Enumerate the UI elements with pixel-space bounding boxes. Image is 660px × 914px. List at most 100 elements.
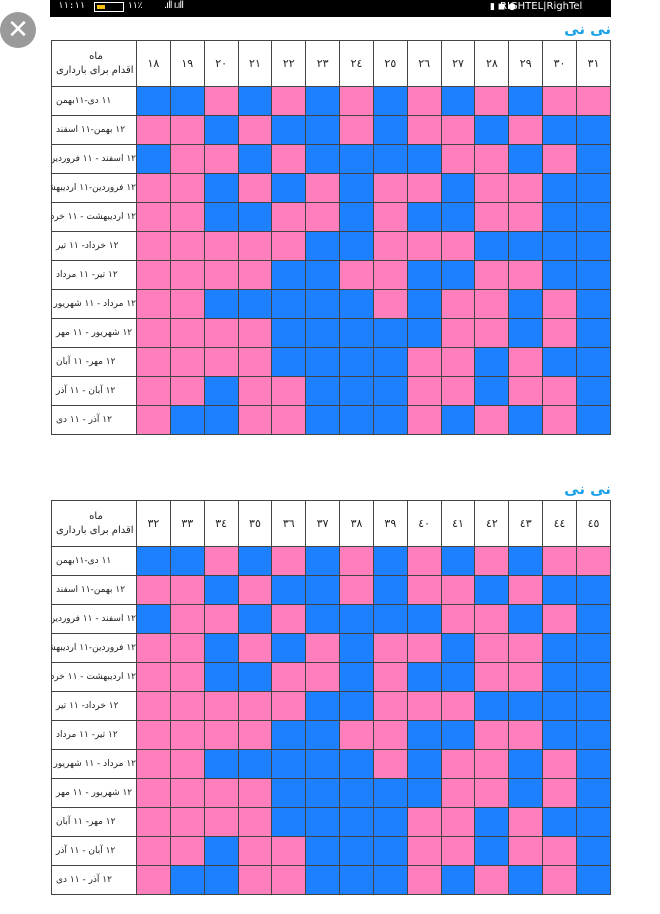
- boy-cell: [575, 575, 612, 605]
- boy-cell: [203, 836, 239, 866]
- boy-cell: [339, 289, 374, 319]
- table-row: ۱۲ بهمن-۱۱ اسفند: [51, 115, 612, 145]
- age-header: ۱۸: [136, 40, 171, 87]
- table-row: ۱۲ آذر - ۱۱ دی: [51, 865, 612, 895]
- notification-icons: ▮ ◼ ●: [490, 2, 516, 12]
- age-header: ۲٥: [372, 40, 408, 87]
- girl-cell: [169, 662, 205, 692]
- table-row: ۱۲ فروردین-۱۱ اردیبهشت: [51, 633, 612, 663]
- age-header: ۲۷: [440, 40, 476, 87]
- boy-cell: [372, 376, 408, 406]
- header-row: ماه اقدام برای بارداری ۳۲ ۳۳ ۳٤ ۳٥ ۳٦ ۳۷ ۳۸ ۳۹ ٤۰ ٤…: [51, 500, 612, 547]
- boy-cell: [575, 836, 612, 866]
- month-label: ۱۲ آذر - ۱۱ دی: [51, 865, 137, 895]
- girl-cell: [271, 231, 307, 261]
- age-header: ۲۱: [237, 40, 273, 87]
- month-label: ۱۲ تیر- ۱۱ مرداد: [51, 260, 137, 290]
- girl-cell: [271, 202, 307, 232]
- girl-cell: [237, 778, 273, 808]
- girl-cell: [474, 86, 510, 116]
- girl-cell: [339, 546, 374, 576]
- boy-cell: [474, 575, 510, 605]
- girl-cell: [203, 691, 239, 721]
- girl-cell: [169, 347, 205, 377]
- girl-cell: [508, 376, 544, 406]
- boy-cell: [271, 347, 307, 377]
- girl-cell: [237, 347, 273, 377]
- boy-cell: [406, 749, 442, 779]
- girl-cell: [169, 778, 205, 808]
- boy-cell: [271, 807, 307, 837]
- boy-cell: [542, 807, 577, 837]
- girl-cell: [474, 173, 510, 203]
- girl-cell: [508, 260, 544, 290]
- girl-cell: [542, 546, 577, 576]
- boy-cell: [508, 778, 544, 808]
- boy-cell: [474, 115, 510, 145]
- boy-cell: [372, 546, 408, 576]
- boy-cell: [508, 546, 544, 576]
- girl-cell: [508, 202, 544, 232]
- boy-cell: [575, 115, 612, 145]
- boy-cell: [339, 749, 374, 779]
- boy-cell: [271, 260, 307, 290]
- girl-cell: [406, 575, 442, 605]
- girl-cell: [237, 260, 273, 290]
- close-button[interactable]: ✕: [0, 12, 36, 48]
- status-time: ۱۱:۱۱: [58, 1, 86, 11]
- boy-cell: [508, 289, 544, 319]
- boy-cell: [271, 115, 307, 145]
- girl-cell: [474, 662, 510, 692]
- month-label: ۱۲ شهریور - ۱۱ مهر: [51, 318, 137, 348]
- girl-cell: [169, 807, 205, 837]
- girl-cell: [542, 289, 577, 319]
- boy-cell: [440, 720, 476, 750]
- boy-cell: [169, 546, 205, 576]
- month-label: ۱۲ فروردین-۱۱ اردیبهشت: [51, 633, 137, 663]
- age-header: ۲۳: [305, 40, 341, 87]
- boy-cell: [169, 865, 205, 895]
- girl-cell: [169, 575, 205, 605]
- boy-cell: [237, 202, 273, 232]
- girl-cell: [542, 376, 577, 406]
- boy-cell: [474, 807, 510, 837]
- boy-cell: [406, 144, 442, 174]
- boy-cell: [474, 836, 510, 866]
- boy-cell: [237, 144, 273, 174]
- girl-cell: [203, 778, 239, 808]
- girl-cell: [203, 546, 239, 576]
- girl-cell: [508, 633, 544, 663]
- girl-cell: [372, 633, 408, 663]
- girl-cell: [339, 575, 374, 605]
- boy-cell: [542, 173, 577, 203]
- age-header: ٤۳: [508, 500, 544, 547]
- girl-cell: [271, 86, 307, 116]
- girl-cell: [305, 173, 341, 203]
- month-label: ۱۲ بهمن-۱۱ اسفند: [51, 575, 137, 605]
- age-header: ۳٤: [203, 500, 239, 547]
- girl-cell: [372, 720, 408, 750]
- girl-cell: [237, 633, 273, 663]
- age-header: ۳۱: [575, 40, 612, 87]
- boy-cell: [575, 778, 612, 808]
- table-row: ۱۲ اردیبهشت - ۱۱ خرداد: [51, 202, 612, 232]
- boy-cell: [440, 546, 476, 576]
- girl-cell: [575, 86, 612, 116]
- boy-cell: [237, 662, 273, 692]
- girl-cell: [372, 202, 408, 232]
- month-label: ۱۱ دی-۱۱بهمن: [51, 86, 137, 116]
- boy-cell: [542, 691, 577, 721]
- table-row: ۱۲ مرداد - ۱۱ شهریور: [51, 289, 612, 319]
- boy-cell: [372, 347, 408, 377]
- boy-cell: [339, 231, 374, 261]
- boy-cell: [474, 347, 510, 377]
- boy-cell: [305, 231, 341, 261]
- girl-cell: [440, 836, 476, 866]
- age-header: ۳۰: [542, 40, 577, 87]
- girl-cell: [271, 604, 307, 634]
- boy-cell: [237, 86, 273, 116]
- girl-cell: [440, 347, 476, 377]
- girl-cell: [440, 115, 476, 145]
- boy-cell: [203, 865, 239, 895]
- girl-cell: [169, 202, 205, 232]
